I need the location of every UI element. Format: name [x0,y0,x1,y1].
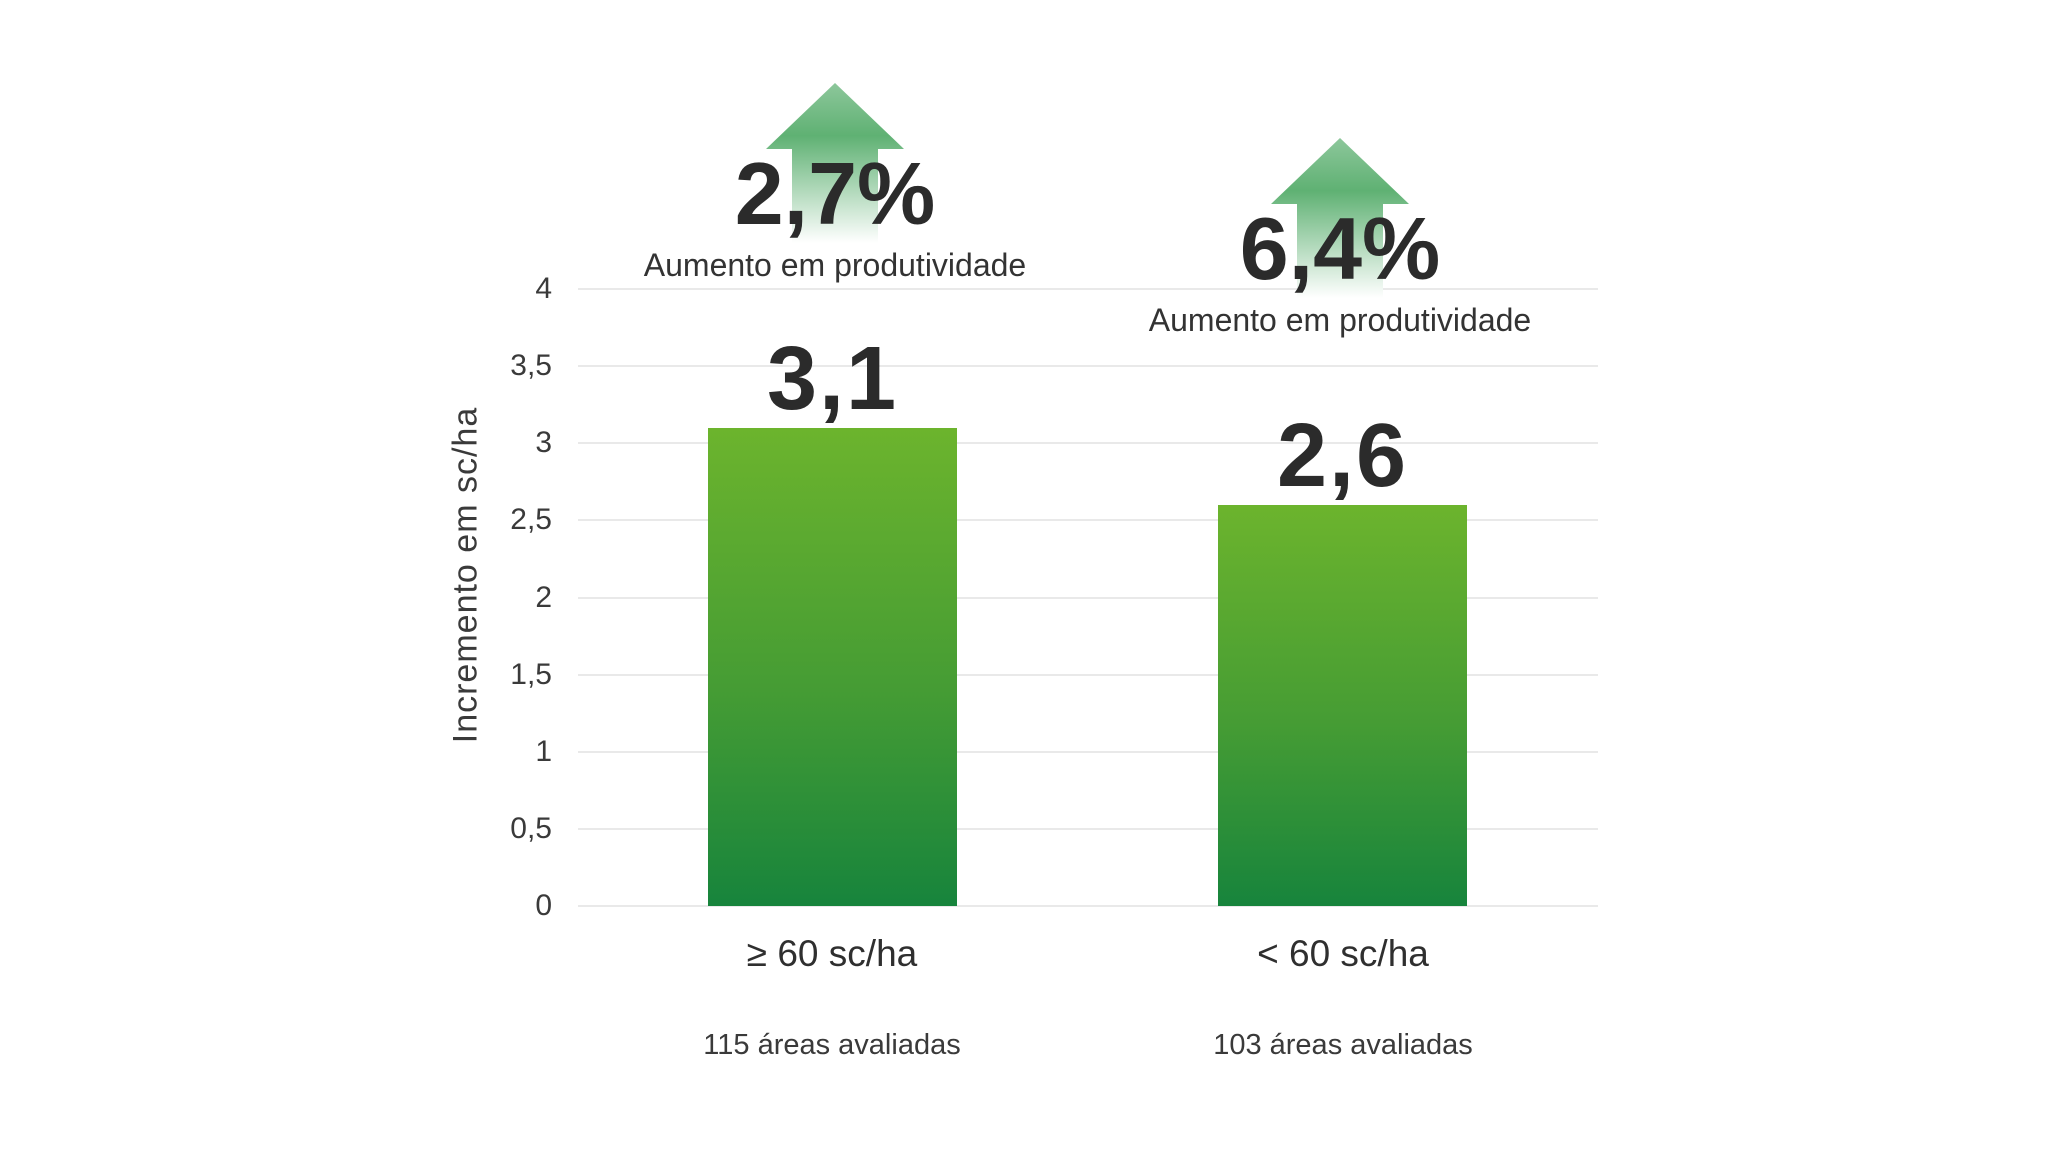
gridline [578,288,1598,290]
bar-group-low-yield: 2,6 [1218,289,1467,906]
gridline [578,442,1598,445]
bar-value-label: 2,6 [1276,406,1409,507]
y-tick-label: 1,5 [510,657,552,691]
sample-size-label: 103 áreas avaliadas [1213,1029,1473,1061]
bar-value-label: 3,1 [766,329,899,430]
increase-arrow-icon [1271,138,1409,298]
gridline [578,673,1598,676]
gridline [578,365,1598,368]
gridline [578,596,1598,599]
increase-percentage: 6,4% [1239,199,1441,298]
gridline [578,827,1598,830]
y-tick-label: 3,5 [510,349,552,383]
increase-percentage: 2,7% [734,144,936,243]
y-tick-label: 0 [535,889,552,922]
bar-group-high-yield: 3,1 [708,289,957,906]
y-tick-label: 0,5 [510,811,552,845]
gridline [578,905,1598,907]
bar-high-yield [708,427,957,906]
category-label-high-yield: ≥ 60 sc/ha [746,933,918,974]
sample-size-label: 115 áreas avaliadas [703,1029,961,1061]
y-axis-tick-labels: 4 3,5 3 2,5 2 1,5 1 0,5 0 [430,272,552,922]
increase-arrow-icon [766,83,904,243]
increase-caption: Aumento em produtividade [1148,302,1532,338]
gridline [578,519,1598,522]
y-tick-label: 2,5 [510,503,552,537]
y-tick-label: 3 [535,426,552,460]
gridline [578,750,1598,753]
y-tick-label: 4 [535,272,552,305]
chart-plot-area: 3,1 2,6 [578,288,1598,907]
increase-caption: Aumento em produtividade [643,247,1027,283]
y-tick-label: 1 [535,734,552,768]
category-label-low-yield: < 60 sc/ha [1257,933,1429,974]
bar-low-yield [1218,504,1467,906]
y-tick-label: 2 [535,580,552,614]
